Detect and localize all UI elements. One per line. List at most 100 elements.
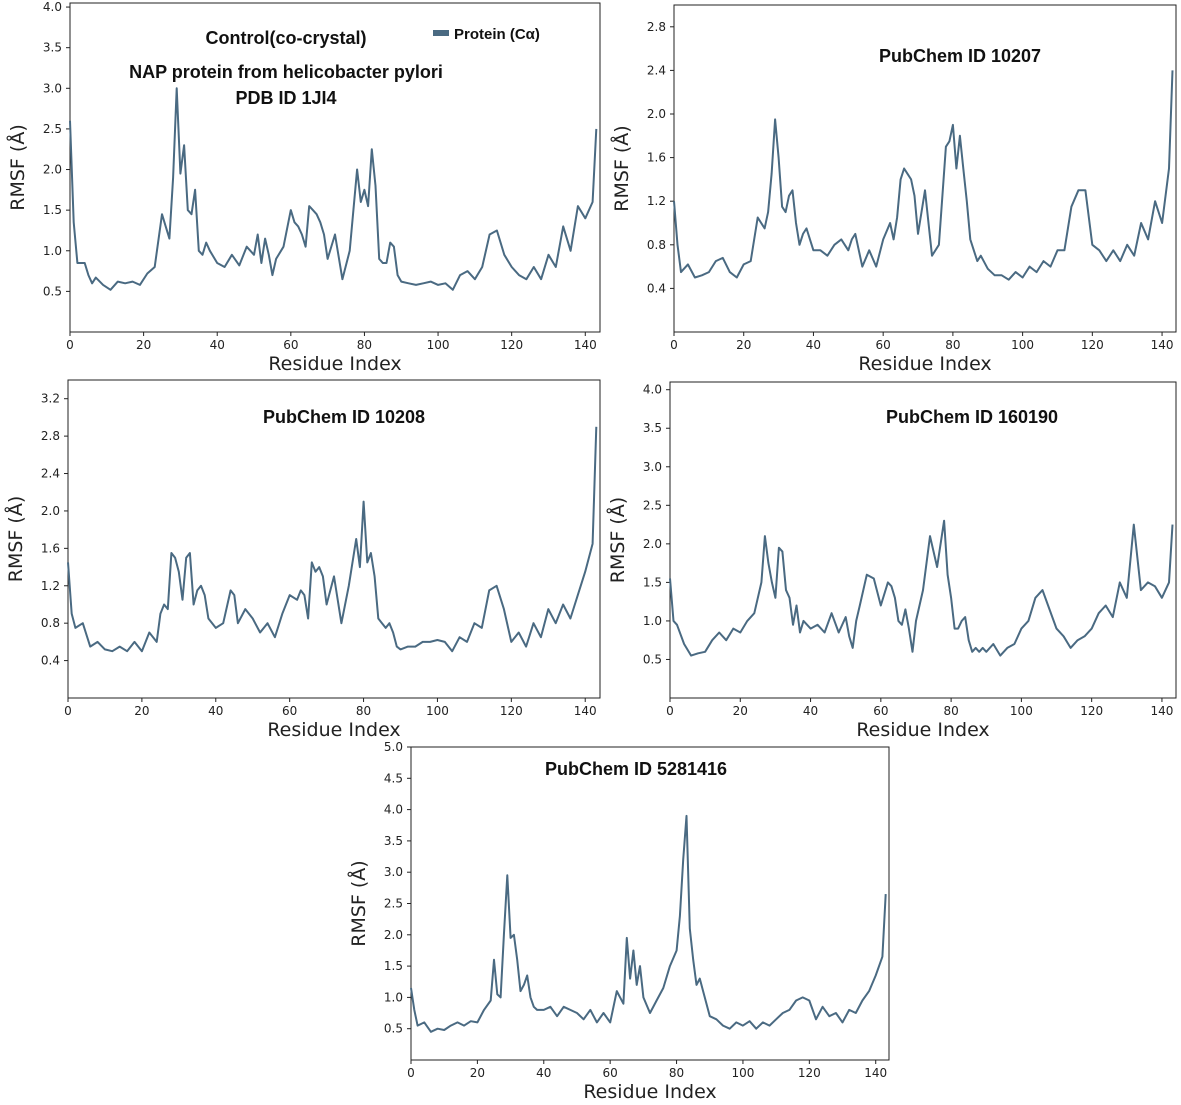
y-tick-label: 5.0 (384, 740, 403, 754)
y-tick-label: 1.5 (643, 575, 662, 589)
x-tick-label: 20 (470, 1066, 485, 1080)
y-tick-label: 2.0 (647, 107, 666, 121)
x-tick-label: 140 (864, 1066, 887, 1080)
y-tick-label: 2.0 (43, 163, 62, 177)
x-tick-label: 60 (873, 704, 888, 718)
x-tick-label: 20 (136, 338, 151, 352)
y-tick-label: 3.0 (643, 460, 662, 474)
y-tick-label: 4.0 (643, 383, 662, 397)
y-tick-label: 2.5 (384, 897, 403, 911)
x-tick-label: 60 (876, 338, 891, 352)
x-tick-label: 100 (427, 338, 450, 352)
y-tick-label: 2.4 (647, 63, 666, 77)
x-tick-label: 120 (500, 704, 523, 718)
plot-frame (69, 2, 601, 333)
y-tick-label: 1.0 (43, 244, 62, 258)
y-axis-title: RMSF (Å) (610, 125, 633, 211)
y-tick-label: 3.5 (384, 834, 403, 848)
rmsf-series-line (67, 426, 598, 653)
x-tick-label: 120 (798, 1066, 821, 1080)
y-tick-label: 0.4 (647, 281, 666, 295)
x-tick-label: 100 (1010, 704, 1033, 718)
y-tick-label: 2.5 (643, 498, 662, 512)
x-tick-label: 40 (210, 338, 225, 352)
x-tick-label: 80 (943, 704, 958, 718)
y-tick-label: 2.4 (41, 467, 60, 481)
y-tick-label: 2.8 (41, 429, 60, 443)
chart-panel-10207: 0 20 40 60 80 100 120 140 0.4 0.8 1.2 1.6 2.0 2.4 2.8 R… (610, 4, 1177, 375)
rmsf-series-line (669, 519, 1174, 657)
x-tick-label: 20 (733, 704, 748, 718)
y-tick-label: 4.0 (384, 803, 403, 817)
plot-frame (67, 379, 601, 699)
y-tick-label: 3.0 (384, 865, 403, 879)
y-tick-label: 1.2 (41, 579, 60, 593)
panel-title-line: PubChem ID 5281416 (545, 759, 727, 779)
y-tick-label: 2.0 (643, 537, 662, 551)
x-tick-label: 0 (670, 338, 678, 352)
y-tick-label: 1.5 (43, 203, 62, 217)
x-axis-title: Residue Index (267, 719, 400, 741)
y-tick-label: 0.5 (384, 1022, 403, 1036)
y-tick-label: 2.5 (43, 122, 62, 136)
x-tick-label: 100 (1011, 338, 1034, 352)
x-tick-label: 40 (208, 704, 223, 718)
x-tick-label: 140 (574, 338, 597, 352)
panel-title-line: NAP protein from helicobacter pylori (129, 62, 443, 82)
y-axis-title: RMSF (Å) (606, 497, 629, 583)
x-tick-label: 120 (500, 338, 523, 352)
y-axis-title: RMSF (Å) (6, 124, 29, 210)
x-tick-label: 140 (574, 704, 597, 718)
x-tick-label: 40 (536, 1066, 551, 1080)
x-tick-label: 60 (603, 1066, 618, 1080)
x-tick-label: 60 (282, 704, 297, 718)
x-tick-label: 80 (357, 338, 372, 352)
y-tick-label: 3.2 (41, 392, 60, 406)
x-tick-label: 20 (134, 704, 149, 718)
plot-frame (673, 4, 1177, 333)
y-axis-title: RMSF (Å) (4, 496, 27, 582)
x-tick-label: 0 (64, 704, 72, 718)
panel-title-line: Control(co-crystal) (205, 28, 366, 48)
y-tick-label: 1.6 (647, 151, 666, 165)
y-tick-label: 0.5 (43, 284, 62, 298)
y-tick-label: 2.0 (41, 504, 60, 518)
x-tick-label: 140 (1151, 338, 1174, 352)
x-tick-label: 80 (945, 338, 960, 352)
x-tick-label: 0 (666, 704, 674, 718)
y-tick-label: 3.0 (43, 81, 62, 95)
x-tick-label: 140 (1150, 704, 1173, 718)
y-tick-label: 0.8 (647, 238, 666, 252)
x-axis-title: Residue Index (858, 353, 991, 375)
x-tick-label: 60 (283, 338, 298, 352)
panel-title-line: PDB ID 1JI4 (235, 88, 336, 108)
chart-panel-5281416: 0 20 40 60 80 100 120 140 0.5 1.0 1.5 2.0 2.5 3.0 3.5 4… (347, 740, 890, 1103)
y-tick-label: 4.5 (384, 771, 403, 785)
legend-label: Protein (Cα) (454, 26, 540, 43)
x-axis-title: Residue Index (268, 353, 401, 375)
x-tick-label: 40 (803, 704, 818, 718)
y-tick-label: 4.0 (43, 0, 62, 14)
x-axis-title: Residue Index (856, 719, 989, 741)
chart-panel-160190: 0 20 40 60 80 100 120 140 0.5 1.0 1.5 2.0 2.5 3.0 3.5 4… (606, 381, 1177, 741)
x-tick-label: 80 (356, 704, 371, 718)
x-axis-title: Residue Index (583, 1081, 716, 1103)
y-tick-label: 0.5 (643, 652, 662, 666)
x-tick-label: 40 (806, 338, 821, 352)
y-tick-label: 0.4 (41, 654, 60, 668)
y-tick-label: 2.8 (647, 20, 666, 34)
y-tick-label: 1.6 (41, 541, 60, 555)
y-tick-label: 3.5 (643, 421, 662, 435)
chart-panel-control: 0 20 40 60 80 100 120 140 0.5 1.0 1.5 2.0 2.5 3.0 3.5 4… (6, 0, 601, 375)
panel-title-line: PubChem ID 10208 (263, 407, 425, 427)
plot-frame (669, 381, 1177, 699)
y-tick-label: 1.2 (647, 194, 666, 208)
y-axis-title: RMSF (Å) (347, 860, 370, 946)
y-tick-label: 1.5 (384, 959, 403, 973)
rmsf-series-line (673, 70, 1174, 281)
y-tick-label: 1.0 (384, 990, 403, 1004)
x-tick-label: 0 (66, 338, 74, 352)
y-tick-label: 0.8 (41, 616, 60, 630)
y-tick-label: 3.5 (43, 41, 62, 55)
